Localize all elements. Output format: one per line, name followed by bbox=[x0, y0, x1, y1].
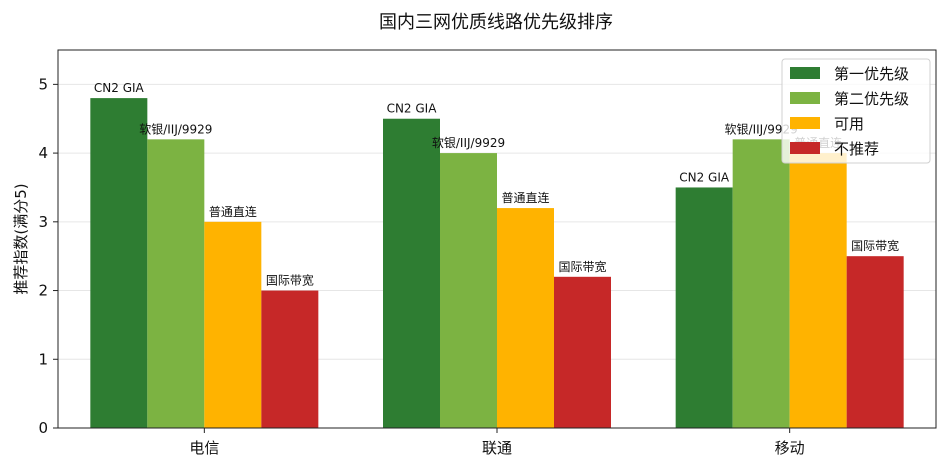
legend-label-0: 第一优先级 bbox=[834, 65, 909, 83]
bar-2-1 bbox=[497, 208, 554, 428]
bar-1-1 bbox=[440, 153, 497, 428]
bar-0-2 bbox=[675, 187, 733, 428]
y-tick-label-0: 0 bbox=[38, 419, 48, 437]
bar-2-2 bbox=[789, 153, 847, 428]
bar-label-3-0: 国际带宽 bbox=[266, 273, 314, 288]
legend-label-1: 第二优先级 bbox=[834, 90, 909, 108]
bar-3-1 bbox=[554, 276, 611, 428]
y-tick-label-2: 2 bbox=[38, 282, 48, 300]
legend-swatch-0 bbox=[790, 67, 820, 79]
bar-label-1-2: 软银/IIJ/9929 bbox=[725, 122, 798, 136]
x-tick-label-1: 联通 bbox=[482, 439, 512, 457]
bar-label-0-2: CN2 GIA bbox=[679, 170, 730, 184]
x-tick-label-0: 电信 bbox=[189, 439, 219, 457]
axes: 0 1 2 3 4 5 电信 联通 移动 bbox=[38, 49, 937, 457]
x-tick-label-2: 移动 bbox=[775, 439, 805, 457]
bar-label-2-0: 普通直连 bbox=[209, 204, 257, 219]
bars bbox=[90, 98, 904, 429]
bar-1-2 bbox=[732, 139, 790, 428]
bar-2-0 bbox=[204, 221, 262, 428]
bar-0-1 bbox=[383, 118, 440, 429]
bar-1-0 bbox=[147, 139, 205, 428]
chart-title: 国内三网优质线路优先级排序 bbox=[379, 12, 613, 33]
legend-label-3: 不推荐 bbox=[834, 140, 879, 158]
bar-label-2-1: 普通直连 bbox=[501, 190, 549, 205]
y-axis-label: 推荐指数(满分5) bbox=[12, 183, 30, 294]
y-tick-label-1: 1 bbox=[38, 350, 48, 368]
bar-label-3-2: 国际带宽 bbox=[851, 238, 899, 253]
y-tick-label-5: 5 bbox=[38, 75, 48, 93]
y-tick-label-3: 3 bbox=[38, 213, 48, 231]
bar-label-3-1: 国际带宽 bbox=[558, 259, 606, 274]
legend-box bbox=[781, 58, 931, 164]
bar-3-2 bbox=[846, 256, 904, 428]
legend-swatch-2 bbox=[790, 117, 820, 129]
bar-label-0-0: CN2 GIA bbox=[94, 81, 145, 95]
legend-swatch-1 bbox=[790, 92, 820, 104]
bar-label-0-1: CN2 GIA bbox=[387, 102, 438, 116]
bar-3-0 bbox=[261, 290, 319, 428]
y-tick-label-4: 4 bbox=[38, 144, 48, 162]
legend-swatch-3 bbox=[790, 142, 820, 154]
bar-label-1-0: 软银/IIJ/9929 bbox=[139, 122, 212, 136]
bar-label-1-1: 软银/IIJ/9929 bbox=[432, 136, 505, 150]
legend-label-2: 可用 bbox=[834, 115, 864, 133]
bar-0-0 bbox=[90, 98, 148, 428]
